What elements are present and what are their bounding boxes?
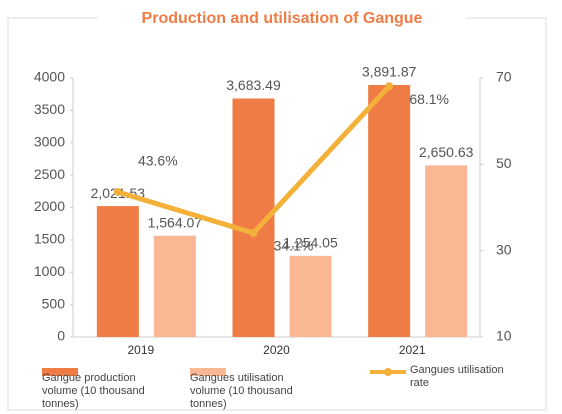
line-point: [385, 82, 394, 91]
bar: [96, 206, 139, 337]
y-tick-label: 3000: [34, 133, 65, 149]
bar: [368, 85, 411, 337]
x-tick-label: 2020: [263, 343, 290, 357]
line-value-label: 34.1%: [274, 238, 314, 254]
y2-tick-label: 30: [496, 241, 512, 257]
bar: [153, 235, 196, 337]
y-tick-label: 0: [57, 328, 65, 344]
legend-label: Gangue production volume (10 thousand to…: [42, 372, 145, 410]
y-tick-label: 1000: [34, 263, 65, 279]
bar-value-label: 2,650.63: [419, 144, 474, 160]
bar: [425, 165, 468, 337]
bar-value-label: 3,683.49: [226, 77, 281, 93]
bar-value-label: 3,891.87: [362, 64, 417, 80]
legend-label: Gangues utilisation volume (10 thousand …: [190, 372, 293, 410]
x-tick-label: 2021: [399, 343, 426, 357]
legend-swatch: [42, 368, 78, 376]
line-point: [249, 228, 258, 237]
y-tick-label: 2500: [34, 166, 65, 182]
line-value-label: 68.1%: [409, 91, 449, 107]
bar-value-label: 1,564.07: [148, 214, 203, 230]
legend-swatch: [190, 368, 226, 376]
y-tick-label: 3500: [34, 101, 65, 117]
y2-tick-label: 70: [496, 69, 512, 85]
y-tick-label: 1500: [34, 231, 65, 247]
line-point: [113, 187, 122, 196]
y-tick-label: 4000: [34, 69, 65, 85]
bar: [289, 255, 332, 337]
bar-value-label: 1,254.05: [283, 235, 338, 251]
title-bg: [98, 6, 466, 32]
y2-tick-label: 50: [496, 155, 512, 171]
x-tick-label: 2019: [127, 343, 154, 357]
chart-title: Production and utilisation of Gangue: [142, 10, 423, 27]
y-tick-label: 2000: [34, 198, 65, 214]
line-value-label: 43.6%: [138, 153, 178, 169]
legend-label: Gangues utilisation rate: [410, 364, 504, 389]
y-tick-label: 500: [42, 295, 66, 311]
legend-swatch: [384, 368, 392, 376]
y2-tick-label: 10: [496, 328, 512, 344]
